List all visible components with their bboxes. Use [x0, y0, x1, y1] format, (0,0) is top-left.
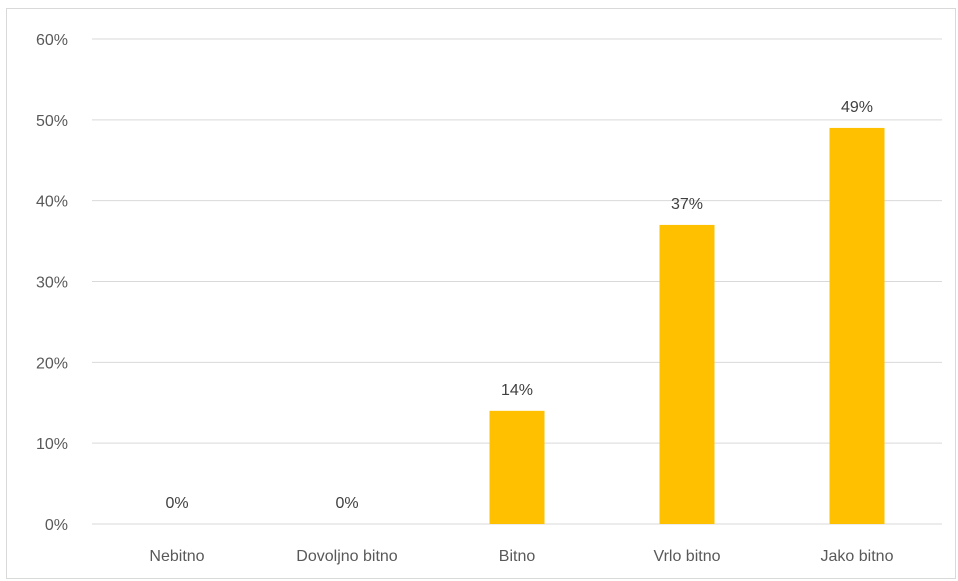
- x-axis-labels: Nebitno Dovoljno bitno Bitno Vrlo bitno Jako…: [149, 548, 893, 565]
- data-label: 0%: [165, 495, 188, 512]
- y-tick-label: 40%: [36, 194, 68, 211]
- chart-frame: [6, 8, 956, 579]
- y-tick-label: 60%: [36, 32, 68, 49]
- data-label: 49%: [841, 99, 873, 116]
- x-tick-label: Vrlo bitno: [654, 548, 721, 565]
- x-tick-label: Jako bitno: [821, 548, 894, 565]
- x-tick-label: Nebitno: [149, 548, 204, 565]
- y-tick-label: 20%: [36, 355, 68, 372]
- data-label: 14%: [501, 382, 533, 399]
- y-tick-label: 50%: [36, 113, 68, 130]
- data-label: 37%: [671, 196, 703, 213]
- data-labels: 0% 0% 14% 37% 49%: [165, 99, 873, 512]
- bar-bitno: [489, 410, 545, 524]
- bar-vrlo-bitno: [659, 224, 715, 524]
- x-tick-label: Dovoljno bitno: [296, 548, 398, 565]
- y-axis-ticks: 0% 10% 20% 30% 40% 50% 60%: [36, 32, 68, 534]
- x-tick-label: Bitno: [499, 548, 536, 565]
- y-tick-label: 0%: [45, 517, 68, 534]
- gridlines: [92, 38, 942, 525]
- data-label: 0%: [335, 495, 358, 512]
- bar-jako-bitno: [829, 127, 885, 525]
- y-tick-label: 10%: [36, 436, 68, 453]
- bars: [489, 127, 885, 525]
- y-tick-label: 30%: [36, 275, 68, 292]
